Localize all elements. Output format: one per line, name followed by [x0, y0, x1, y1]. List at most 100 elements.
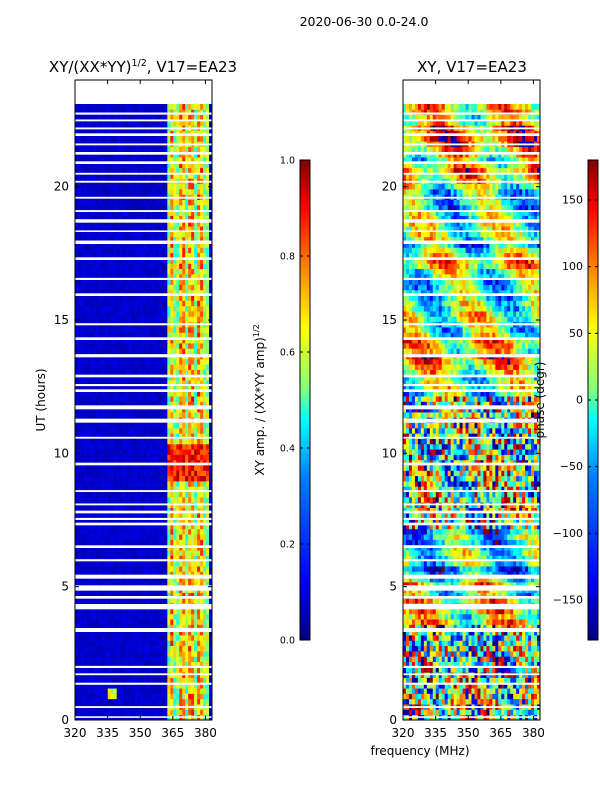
- amplitude-cell: [206, 693, 210, 700]
- amplitude-cell: [134, 401, 138, 408]
- amplitude-cell: [191, 380, 195, 386]
- amplitude-cell: [110, 566, 115, 572]
- amplitude-cell: [107, 231, 112, 238]
- amplitude-cell: [173, 226, 177, 232]
- amplitude-cell: [89, 608, 94, 615]
- amplitude-cell: [134, 422, 138, 429]
- amplitude-cell: [155, 284, 159, 291]
- amplitude-cell: [92, 273, 97, 280]
- amplitude-cell: [86, 342, 91, 349]
- amplitude-cell: [194, 693, 198, 700]
- amplitude-cell: [89, 236, 94, 243]
- amplitude-cell: [191, 183, 195, 190]
- amplitude-cell: [176, 433, 180, 439]
- amplitude-cell: [173, 236, 177, 243]
- amplitude-cell: [149, 698, 153, 705]
- amplitude-cell: [185, 688, 189, 694]
- amplitude-cell: [128, 204, 132, 211]
- amplitude-cell: [104, 247, 109, 254]
- amplitude-cell: [179, 247, 183, 254]
- amplitude-cell: [116, 518, 121, 524]
- amplitude-cell: [191, 369, 195, 376]
- amplitude-cell: [188, 481, 192, 487]
- amplitude-cell: [161, 597, 165, 604]
- amplitude-cell: [101, 422, 106, 429]
- amplitude-cell: [89, 332, 94, 339]
- amplitude-cell: [167, 459, 171, 466]
- amplitude-cell: [89, 491, 94, 498]
- amplitude-cell: [170, 300, 174, 307]
- amplitude-cell: [83, 348, 88, 354]
- amplitude-cell: [101, 555, 106, 562]
- amplitude-cell: [152, 645, 156, 652]
- amplitude-cell: [185, 273, 189, 280]
- amplitude-cell: [134, 454, 138, 461]
- amplitude-cell: [170, 406, 174, 413]
- amplitude-cell: [188, 348, 192, 354]
- amplitude-cell: [140, 518, 144, 524]
- amplitude-cell: [161, 311, 165, 317]
- amplitude-cell: [206, 327, 210, 333]
- amplitude-cell: [167, 443, 171, 450]
- amplitude-cell: [200, 332, 204, 339]
- amplitude-cell: [206, 640, 210, 647]
- amplitude-cell: [209, 661, 213, 668]
- amplitude-cell: [86, 581, 91, 588]
- amplitude-cell: [89, 157, 94, 163]
- amplitude-cell: [77, 406, 82, 413]
- amplitude-cell: [104, 518, 109, 524]
- amplitude-cell: [119, 422, 124, 429]
- amplitude-cell: [167, 236, 171, 243]
- amplitude-cell: [191, 555, 195, 562]
- amplitude-cell: [155, 661, 159, 668]
- amplitude-cell: [77, 342, 82, 349]
- amplitude-cell: [188, 449, 192, 455]
- amplitude-cell: [161, 369, 165, 376]
- amplitude-cell: [152, 523, 156, 530]
- amplitude-cell: [89, 486, 94, 493]
- amplitude-cell: [209, 263, 213, 270]
- amplitude-cell: [185, 629, 189, 636]
- amplitude-cell: [125, 380, 130, 386]
- amplitude-cell: [146, 183, 150, 190]
- amplitude-cell: [86, 263, 91, 270]
- amplitude-cell: [176, 534, 180, 540]
- amplitude-cell: [170, 512, 174, 519]
- amplitude-cell: [203, 396, 207, 402]
- amplitude-cell: [98, 358, 103, 365]
- amplitude-cell: [203, 157, 207, 163]
- amplitude-cell: [146, 215, 150, 222]
- amplitude-cell: [167, 534, 171, 540]
- amplitude-cell: [95, 242, 100, 248]
- amplitude-cell: [209, 252, 213, 259]
- amplitude-cell: [116, 311, 121, 317]
- amplitude-cell: [86, 252, 91, 259]
- amplitude-cell: [176, 608, 180, 615]
- amplitude-cell: [176, 263, 180, 270]
- amplitude-cell: [206, 465, 210, 471]
- amplitude-cell: [86, 650, 91, 657]
- amplitude-cell: [128, 183, 132, 190]
- amplitude-cell: [122, 199, 127, 206]
- amplitude-cell: [92, 481, 97, 487]
- amplitude-cell: [137, 592, 141, 599]
- amplitude-cell: [197, 412, 201, 418]
- amplitude-cell: [170, 433, 174, 439]
- amplitude-cell: [188, 518, 192, 524]
- amplitude-cell: [158, 661, 162, 668]
- amplitude-cell: [164, 608, 168, 615]
- amplitude-cell: [179, 592, 183, 599]
- amplitude-cell: [194, 300, 198, 307]
- amplitude-cell: [161, 635, 165, 641]
- amplitude-cell: [209, 486, 213, 493]
- amplitude-cell: [113, 284, 118, 291]
- amplitude-cell: [158, 295, 162, 301]
- amplitude-cell: [125, 252, 130, 259]
- amplitude-cell: [104, 385, 109, 392]
- amplitude-cell: [161, 613, 165, 620]
- amplitude-cell: [80, 358, 85, 365]
- amplitude-cell: [188, 523, 192, 530]
- amplitude-cell: [185, 342, 189, 349]
- amplitude-cell: [131, 348, 135, 354]
- amplitude-cell: [149, 311, 153, 317]
